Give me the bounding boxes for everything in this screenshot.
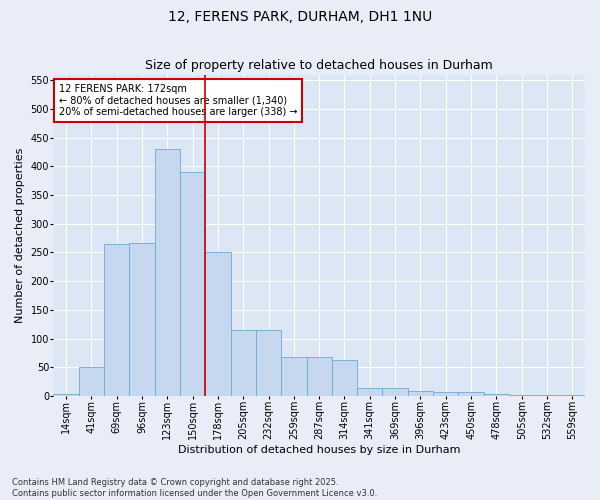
Text: 12, FERENS PARK, DURHAM, DH1 1NU: 12, FERENS PARK, DURHAM, DH1 1NU xyxy=(168,10,432,24)
Text: 12 FERENS PARK: 172sqm
← 80% of detached houses are smaller (1,340)
20% of semi-: 12 FERENS PARK: 172sqm ← 80% of detached… xyxy=(59,84,297,117)
Bar xyxy=(281,357,307,396)
Bar xyxy=(357,388,382,396)
Bar xyxy=(484,394,509,396)
Bar xyxy=(332,360,357,396)
X-axis label: Distribution of detached houses by size in Durham: Distribution of detached houses by size … xyxy=(178,445,460,455)
Bar xyxy=(79,366,104,396)
Bar xyxy=(256,330,281,396)
Title: Size of property relative to detached houses in Durham: Size of property relative to detached ho… xyxy=(145,59,493,72)
Bar xyxy=(230,330,256,396)
Y-axis label: Number of detached properties: Number of detached properties xyxy=(15,148,25,323)
Text: Contains HM Land Registry data © Crown copyright and database right 2025.
Contai: Contains HM Land Registry data © Crown c… xyxy=(12,478,377,498)
Bar xyxy=(408,392,433,396)
Bar xyxy=(104,244,129,396)
Bar xyxy=(155,149,180,396)
Bar xyxy=(458,392,484,396)
Bar xyxy=(433,392,458,396)
Bar xyxy=(205,252,230,396)
Bar xyxy=(53,394,79,396)
Bar xyxy=(129,242,155,396)
Bar xyxy=(382,388,408,396)
Bar xyxy=(307,357,332,396)
Bar xyxy=(180,172,205,396)
